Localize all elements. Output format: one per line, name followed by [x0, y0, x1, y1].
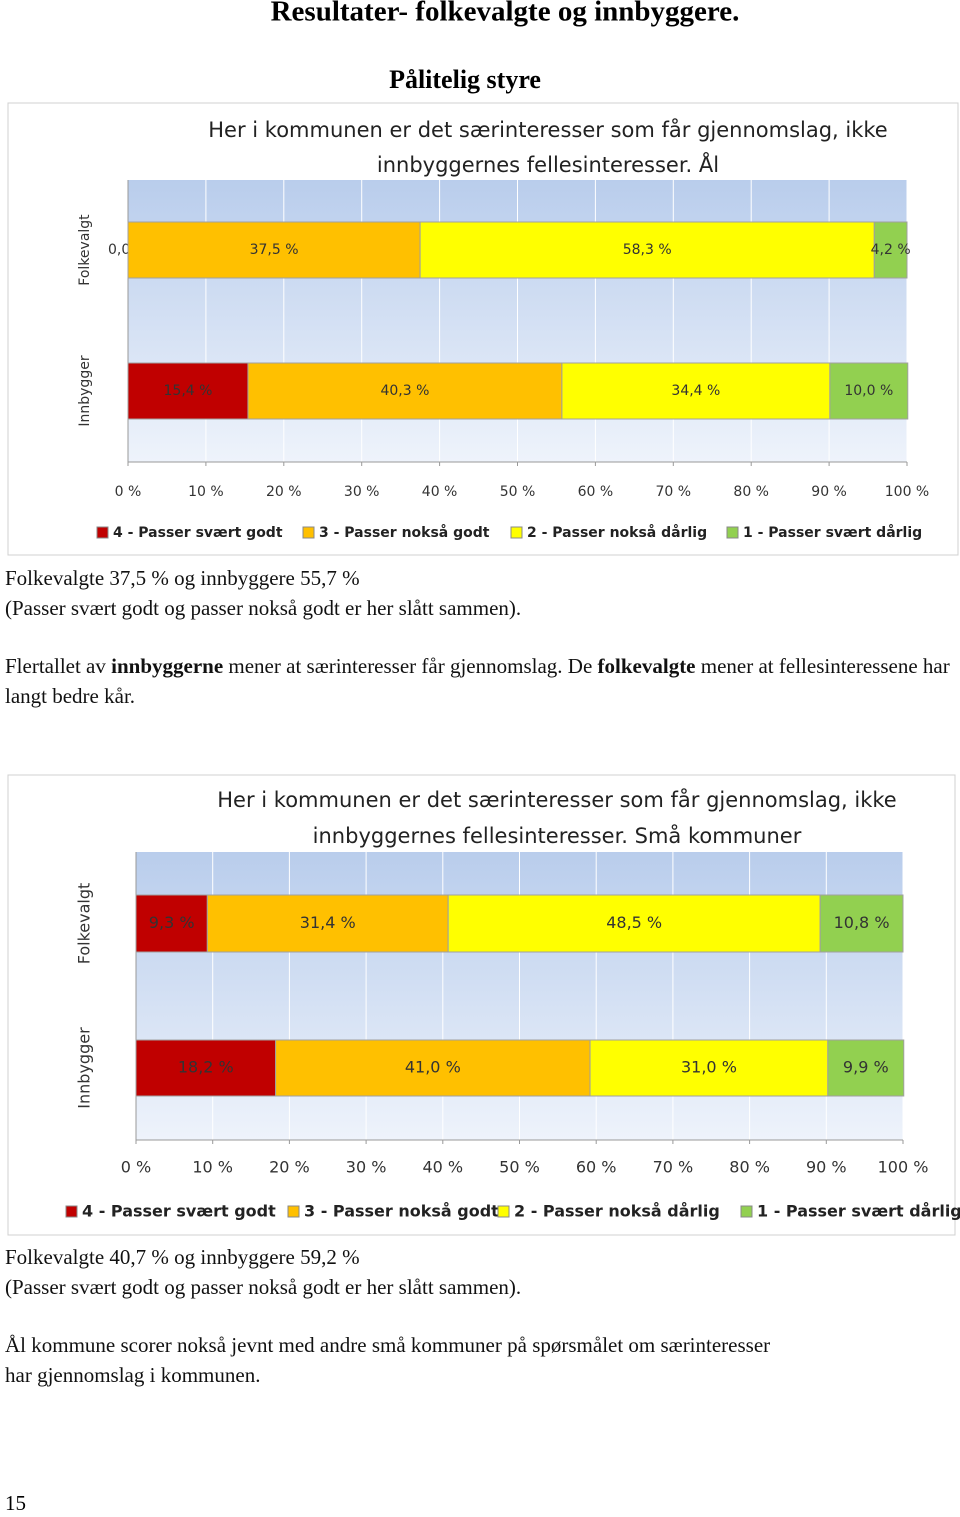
text-run: mener at fellesinteressene har langt bed… — [5, 654, 955, 708]
x-tick-label: 90 % — [806, 1158, 847, 1177]
value-label: 4,2 % — [871, 242, 911, 258]
value-label: 37,5 % — [250, 242, 299, 258]
page-number: 15 — [5, 1491, 26, 1515]
x-tick-label: 40 % — [422, 484, 458, 500]
x-tick-label: 80 % — [733, 484, 769, 500]
text-line: (Passer svært godt og passer nokså godt … — [5, 596, 522, 620]
x-tick-label: 10 % — [192, 1158, 233, 1177]
x-tick-label: 50 % — [499, 1158, 540, 1177]
value-label: 48,5 % — [606, 913, 662, 932]
x-tick-label: 20 % — [269, 1158, 310, 1177]
text-line: (Passer svært godt og passer nokså godt … — [5, 1275, 522, 1299]
legend-label: 2 - Passer nokså dårlig — [527, 524, 707, 541]
value-label: 10,8 % — [834, 913, 890, 932]
legend-swatch — [96, 526, 109, 539]
legend-swatch — [497, 1205, 510, 1218]
x-tick-label: 0 % — [115, 484, 142, 500]
legend-swatch — [726, 526, 739, 539]
chart-title: Her i kommunen er det særinteresser som … — [217, 787, 896, 812]
bar-segment — [589, 1039, 829, 1097]
value-label: 31,0 % — [681, 1058, 737, 1077]
text-run: Flertallet av — [5, 654, 112, 678]
text-line: Ål kommune scorer nokså jevnt med andre … — [5, 1333, 771, 1357]
category-label: Innbygger — [77, 355, 93, 426]
chart-title: Her i kommunen er det særinteresser som … — [208, 117, 887, 142]
x-tick-label: 70 % — [656, 484, 692, 500]
value-label: 31,4 % — [300, 913, 356, 932]
value-label: 34,4 % — [671, 383, 720, 399]
value-label: 9,9 % — [843, 1058, 889, 1077]
legend-label: 3 - Passer nokså godt — [319, 524, 490, 541]
x-tick-label: 90 % — [811, 484, 847, 500]
x-tick-label: 40 % — [422, 1158, 463, 1177]
bar-segment — [135, 1039, 277, 1097]
text-line: har gjennomslag i kommunen. — [5, 1363, 261, 1387]
category-label: Innbygger — [75, 1027, 94, 1109]
value-label: 18,2 % — [178, 1058, 234, 1077]
legend-label: 1 - Passer svært dårlig — [757, 1202, 960, 1221]
legend-swatch — [287, 1205, 300, 1218]
value-label: 58,3 % — [623, 242, 672, 258]
x-tick-label: 60 % — [578, 484, 614, 500]
x-tick-label: 20 % — [266, 484, 302, 500]
value-label: 9,3 % — [149, 913, 195, 932]
x-tick-label: 30 % — [346, 1158, 387, 1177]
section-title: Pålitelig styre — [389, 65, 541, 94]
bar-segment — [419, 221, 875, 279]
x-tick-label: 10 % — [188, 484, 224, 500]
legend-swatch — [740, 1205, 753, 1218]
value-label: 40,3 % — [380, 383, 429, 399]
x-tick-label: 0 % — [121, 1158, 151, 1177]
bar-segment — [829, 362, 909, 420]
bar-segment — [819, 894, 904, 953]
legend-swatch — [302, 526, 315, 539]
legend-label: 1 - Passer svært dårlig — [743, 524, 922, 541]
bar-segment — [827, 1039, 905, 1097]
bar-segment — [873, 221, 908, 279]
x-tick-label: 100 % — [885, 484, 929, 500]
text-run: folkevalgte — [597, 654, 696, 678]
bar-segment — [127, 362, 249, 420]
bar-segment — [247, 362, 563, 420]
x-tick-label: 50 % — [500, 484, 536, 500]
paragraph: Folkevalgte 40,7 % og innbyggere 59,2 % (… — [5, 1242, 955, 1302]
x-tick-label: 30 % — [344, 484, 380, 500]
legend-label: 2 - Passer nokså dårlig — [514, 1202, 720, 1221]
text-run: mener at særinteresser får gjennomslag. … — [223, 654, 598, 678]
paragraph: Flertallet av innbyggerne mener at særin… — [5, 651, 955, 711]
bar-segment — [561, 362, 831, 420]
legend-label: 3 - Passer nokså godt — [304, 1202, 499, 1221]
legend-label: 4 - Passer svært godt — [113, 525, 283, 541]
text-line: Folkevalgte 40,7 % og innbyggere 59,2 % — [5, 1245, 360, 1269]
page-title: Resultater- folkevalgte og innbyggere. — [271, 0, 740, 28]
bar-segment — [135, 894, 208, 953]
category-label: Folkevalgt — [77, 214, 93, 286]
chart-title: innbyggernes fellesinteresser. Små kommu… — [313, 823, 802, 848]
bar-segment — [447, 894, 821, 953]
value-label: 15,4 % — [164, 383, 213, 399]
legend-swatch — [510, 526, 523, 539]
x-tick-label: 70 % — [653, 1158, 694, 1177]
x-tick-label: 80 % — [729, 1158, 770, 1177]
paragraph: Ål kommune scorer nokså jevnt med andre … — [5, 1330, 955, 1390]
bar-segment — [206, 894, 449, 953]
bar-segment — [275, 1039, 591, 1097]
chart-title: innbyggernes fellesinteresser. Ål — [377, 151, 719, 177]
x-tick-label: 100 % — [878, 1158, 929, 1177]
x-tick-label: 60 % — [576, 1158, 617, 1177]
text-run: innbyggerne — [111, 654, 224, 678]
legend-label: 4 - Passer svært godt — [82, 1202, 276, 1221]
text-line: Folkevalgte 37,5 % og innbyggere 55,7 % — [5, 566, 360, 590]
legend-swatch — [65, 1205, 78, 1218]
category-label: Folkevalgt — [75, 883, 94, 965]
paragraph: Folkevalgte 37,5 % og innbyggere 55,7 % (… — [5, 563, 955, 623]
value-label: 41,0 % — [405, 1058, 461, 1077]
value-label: 10,0 % — [844, 383, 893, 399]
